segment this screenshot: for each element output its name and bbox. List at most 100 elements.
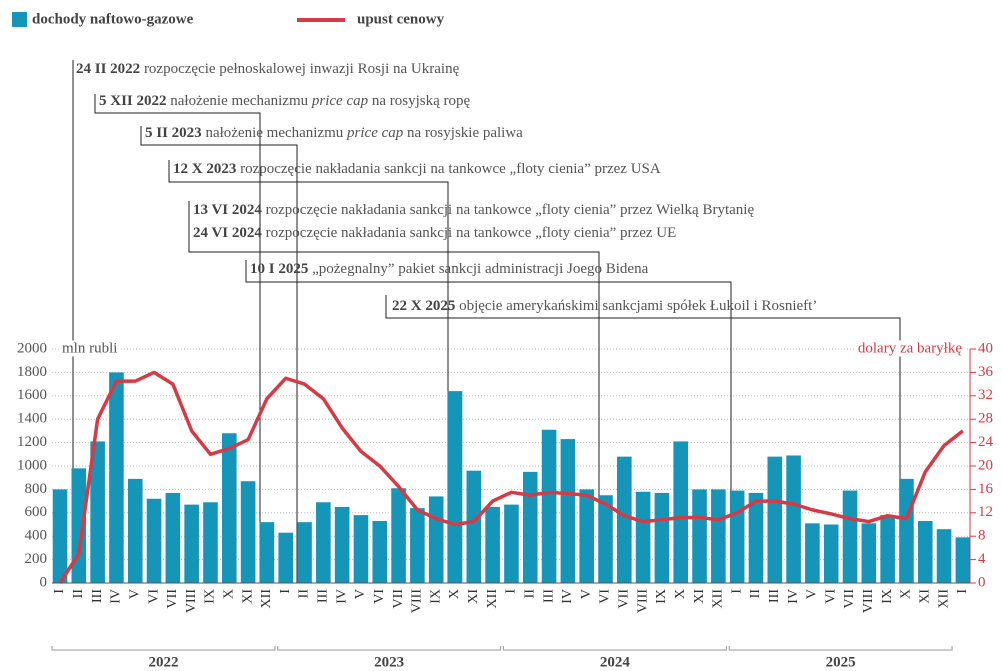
annotation-date: 12 X 2023	[173, 161, 236, 177]
annotation-text: na rosyjskie paliwa	[403, 125, 523, 141]
x-tick-label: VI	[823, 589, 838, 604]
annotation-line	[94, 94, 261, 583]
y-tick-label: 200	[25, 551, 48, 567]
bar	[579, 489, 594, 583]
x-tick-label: XII	[936, 589, 951, 609]
y-tick-label: 2000	[17, 340, 47, 356]
label-bg	[60, 340, 120, 357]
y2-tick-label: 32	[978, 387, 993, 403]
bar	[297, 522, 312, 583]
x-tick-label: VI	[146, 589, 161, 604]
x-tick-label: VI	[372, 589, 387, 604]
bar	[428, 496, 444, 583]
bar	[522, 471, 538, 583]
bar	[654, 492, 670, 583]
year-label: 2025	[826, 654, 856, 670]
x-tick-label: IX	[654, 589, 669, 604]
x-tick-label: VII	[391, 589, 406, 609]
annotation-date: 24 VI 2024	[193, 225, 262, 241]
x-tick-label: IV	[786, 589, 801, 604]
annotation: 24 II 2022 rozpoczęcie pełnoskalowej inw…	[76, 61, 460, 77]
x-tick-label: V	[805, 589, 820, 599]
x-tick-label: X	[673, 589, 688, 599]
x-tick-label: VII	[842, 589, 857, 609]
x-tick-label: IX	[203, 589, 218, 604]
x-tick-label: I	[955, 589, 970, 594]
y2-tick-label: 40	[978, 340, 993, 356]
annotation-text: rozpoczęcie nakładania sankcji na tankow…	[262, 202, 755, 218]
y2-tick-label: 16	[978, 481, 994, 497]
bar	[504, 504, 519, 583]
x-tick-label: VII	[617, 589, 632, 609]
x-tick-label: II	[748, 589, 763, 599]
annotation-date: 5 II 2023	[145, 125, 202, 141]
bar	[899, 478, 914, 583]
bar	[316, 502, 331, 583]
bar	[410, 508, 425, 583]
bar	[278, 532, 294, 583]
bar	[541, 429, 557, 583]
x-tick-label: XI	[692, 589, 707, 604]
x-tick-label: VIII	[410, 589, 425, 613]
annotation-em: price cap	[346, 125, 404, 141]
x-tick-label: IV	[109, 589, 124, 604]
annotation-date: 13 VI 2024	[193, 202, 262, 218]
annotation-line	[168, 160, 449, 583]
x-tick-label: III	[541, 589, 556, 603]
bar	[334, 506, 350, 583]
year-bracket	[502, 646, 727, 651]
x-tick-label: II	[297, 589, 312, 599]
legend-label: upust cenowy	[357, 11, 445, 27]
annotation-text: „pożegnalny” pakiet sankcji administracj…	[308, 261, 648, 277]
year-label: 2023	[374, 654, 404, 670]
x-tick-label: II	[71, 589, 86, 599]
x-tick-label: III	[316, 589, 331, 603]
x-tick-label: VII	[165, 589, 180, 609]
x-tick-label: IV	[560, 589, 575, 604]
x-tick-label: VIII	[184, 589, 199, 613]
x-tick-label: X	[222, 589, 237, 599]
annotation-date: 22 X 2025	[392, 298, 455, 314]
bar	[466, 470, 482, 583]
y2-tick-label: 20	[978, 457, 993, 473]
bar	[598, 495, 613, 583]
x-tick-label: III	[90, 589, 105, 603]
annotation-text: nałożenie mechanizmu	[202, 125, 347, 141]
y-tick-label: 600	[25, 504, 48, 520]
bar	[127, 478, 143, 583]
x-tick-label: I	[504, 589, 519, 594]
x-tick-label: V	[127, 589, 142, 599]
y-tick-label: 1200	[17, 434, 47, 450]
x-tick-label: XI	[917, 589, 932, 604]
x-tick-label: I	[729, 589, 744, 594]
year-label: 2024	[600, 654, 631, 670]
y-tick-label: 0	[40, 574, 48, 590]
annotation-line	[140, 126, 298, 583]
y-tick-label: 800	[25, 481, 48, 497]
bar	[673, 441, 689, 583]
label-bg	[854, 340, 966, 357]
year-bracket	[51, 646, 276, 651]
x-tick-label: I	[52, 589, 67, 594]
bar	[165, 492, 181, 583]
annotation: 5 XII 2022 nałożenie mechanizmu price ca…	[99, 93, 471, 109]
bar	[240, 481, 256, 583]
y2-tick-label: 8	[978, 528, 986, 544]
bar	[823, 524, 839, 583]
x-tick-label: III	[767, 589, 782, 603]
bar	[259, 522, 275, 583]
bar	[748, 492, 764, 583]
bar	[635, 491, 651, 583]
x-tick-label: V	[579, 589, 594, 599]
x-tick-label: XI	[466, 589, 481, 604]
year-label: 2022	[148, 654, 178, 670]
bar	[955, 537, 971, 583]
legend-label: dochody naftowo-gazowe	[32, 11, 194, 27]
annotation-line	[245, 260, 732, 583]
bar	[184, 504, 199, 583]
x-tick-label: X	[899, 589, 914, 599]
x-tick-label: I	[278, 589, 293, 594]
bar	[936, 529, 952, 583]
annotation-line	[385, 295, 901, 583]
